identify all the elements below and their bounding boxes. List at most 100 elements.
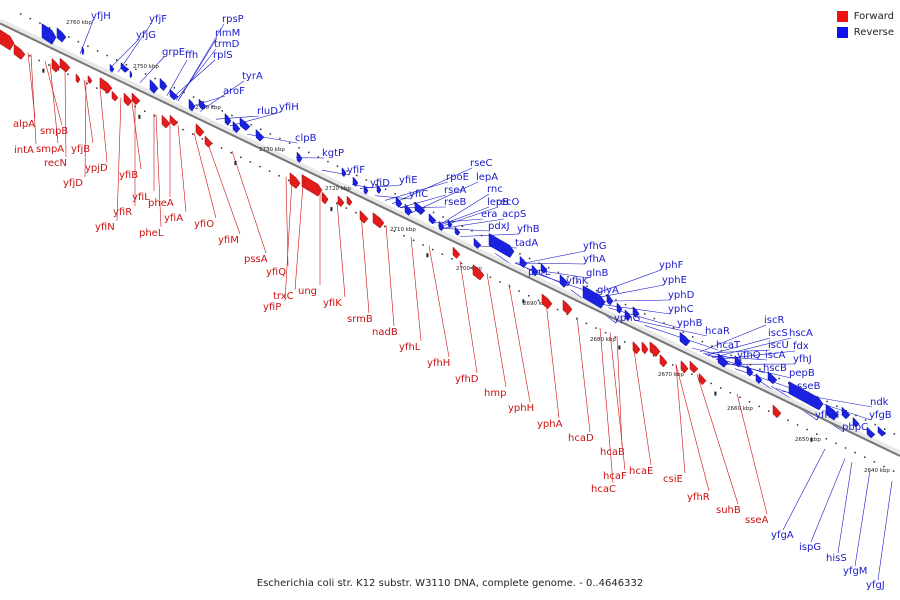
tick-mark-upper (528, 257, 531, 260)
forward-leader-line (99, 87, 108, 163)
forward-leader-line (336, 201, 346, 298)
forward-gene-label: yphH (508, 403, 534, 414)
forward-swatch (836, 10, 848, 22)
forward-gene (321, 191, 329, 205)
tick-mark-lower (873, 461, 876, 463)
tick-mark-lower (787, 419, 789, 422)
tick-mark-upper (68, 36, 70, 38)
reverse-gene-label: rpoE (446, 172, 469, 183)
scale-label: 2720 kbp (325, 186, 351, 192)
major-tick (426, 253, 429, 258)
tick-mark-lower (345, 207, 348, 209)
forward-leader-line (576, 316, 591, 433)
reverse-gene-label: clpB (295, 133, 317, 144)
reverse-gene-label: kgtP (322, 148, 344, 159)
reverse-leader-line (139, 56, 165, 83)
reverse-gene-label: yfgA (771, 530, 794, 541)
reverse-gene-label: yfiC (409, 189, 428, 200)
tick-mark-lower (844, 447, 847, 449)
forward-gene-label: yfiQ (266, 267, 286, 278)
reverse-gene (679, 331, 691, 347)
tick-mark-upper (173, 87, 176, 89)
tick-mark-lower (355, 211, 357, 214)
reverse-gene (149, 78, 159, 94)
forward-leader-line (459, 260, 478, 374)
reverse-gene-label: iscA (765, 350, 785, 361)
reverse-gene-label: hscA (789, 328, 813, 339)
tick-mark-lower (96, 87, 98, 89)
tick-mark-lower (816, 433, 818, 435)
forward-gene-label: pheL (139, 228, 164, 239)
tick-mark-lower (38, 59, 40, 62)
forward-gene (99, 76, 113, 94)
tick-mark-upper (874, 423, 876, 426)
reverse-gene-label: yphB (677, 318, 703, 329)
tick-mark-upper (202, 100, 204, 103)
tick-mark-upper (250, 123, 252, 126)
forward-leader-line (736, 393, 768, 515)
reverse-leader-line (715, 350, 796, 360)
forward-gene (195, 123, 205, 137)
tick-mark-upper (663, 322, 665, 324)
reverse-gene (341, 167, 347, 178)
forward-leader-line (205, 138, 241, 235)
forward-leader-line (193, 132, 217, 219)
tick-mark-lower (768, 410, 770, 412)
scale-label: 2710 kbp (390, 227, 416, 233)
tick-mark-upper (375, 183, 377, 186)
forward-gene-label: srmB (347, 314, 373, 325)
tick-mark-lower (825, 438, 828, 440)
forward-gene (87, 75, 93, 85)
genome-axis (0, 13, 900, 472)
reverse-leader-line (589, 284, 665, 300)
forward-gene (359, 209, 369, 224)
forward-gene-label: yfjD (63, 178, 83, 189)
reverse-leader-line (699, 324, 767, 353)
reverse-gene (852, 416, 860, 428)
scale-label: 2760 kbp (66, 20, 92, 26)
scale-label: 2670 kbp (658, 372, 684, 378)
forward-gene-label: yfjB (71, 144, 90, 155)
major-tick (522, 299, 525, 304)
tick-mark-upper (701, 340, 704, 343)
tick-mark-upper (557, 271, 560, 274)
tick-mark-upper (96, 50, 99, 52)
reverse-leader-line (189, 95, 226, 108)
reverse-leader-line (384, 181, 449, 201)
tick-mark-lower (412, 239, 415, 242)
forward-gene-label: alpA (13, 119, 35, 130)
forward-gene (562, 299, 573, 315)
reverse-gene (624, 309, 632, 322)
reverse-gene-label: ffh (185, 50, 198, 61)
forward-gene (641, 341, 649, 355)
reverse-gene (755, 373, 763, 385)
forward-gene-label: trxC (273, 291, 294, 302)
reverse-gene-label: yfiD (370, 178, 390, 189)
forward-leader-line (83, 79, 94, 144)
forward-gene-label: hcaF (603, 471, 627, 482)
forward-leader-line (49, 63, 59, 144)
forward-leader-line (632, 343, 652, 466)
tick-mark-upper (759, 368, 761, 370)
forward-leader-line (360, 212, 370, 314)
reverse-gene (438, 220, 445, 232)
reverse-gene-label: tadA (515, 238, 538, 249)
forward-gene-label: hcaE (629, 466, 653, 477)
tick-mark-lower (585, 322, 588, 325)
forward-gene-label: yfhR (687, 492, 710, 503)
tick-mark-upper (615, 299, 617, 301)
tick-mark-lower (403, 235, 405, 237)
tick-mark-lower (595, 327, 597, 329)
tick-mark-lower (489, 276, 492, 279)
tick-mark-lower (105, 91, 108, 94)
legend-reverse-label: Reverse (853, 26, 894, 38)
tick-mark-lower (201, 138, 204, 140)
forward-gene (13, 43, 26, 60)
legend-reverse: Reverse (836, 24, 894, 40)
reverse-leader-line (177, 37, 218, 102)
reverse-gene-label: yfgM (843, 566, 867, 577)
forward-leader-line (675, 364, 710, 492)
tick-mark-lower (336, 202, 338, 205)
tick-mark-upper (548, 266, 550, 269)
